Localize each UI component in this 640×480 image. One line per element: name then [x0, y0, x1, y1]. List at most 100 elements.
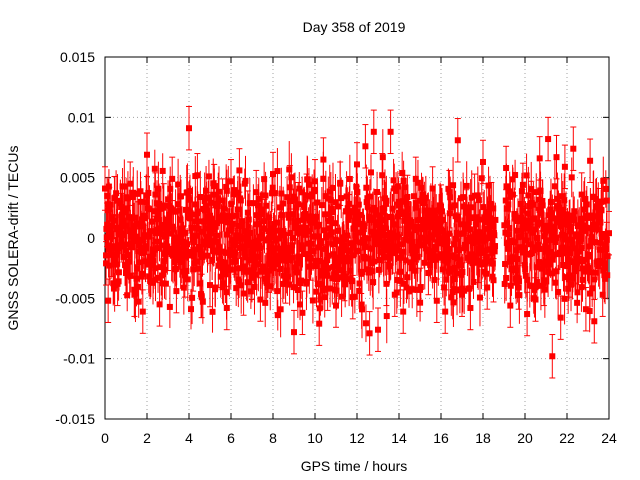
data-point — [144, 233, 151, 240]
data-point — [135, 298, 142, 305]
data-point — [255, 261, 262, 268]
data-point — [564, 246, 571, 253]
data-point — [175, 246, 182, 253]
data-point — [286, 281, 293, 288]
data-point — [450, 276, 457, 283]
data-point — [560, 262, 567, 269]
data-point — [595, 263, 602, 270]
data-point — [503, 274, 510, 281]
data-point — [160, 258, 167, 265]
data-point — [271, 190, 278, 197]
data-point — [553, 154, 560, 161]
data-point — [574, 289, 581, 296]
data-point — [381, 205, 388, 212]
data-point — [286, 166, 293, 173]
data-point — [379, 172, 386, 179]
data-point — [209, 256, 216, 263]
data-point — [578, 191, 585, 198]
data-point — [509, 191, 516, 198]
data-point — [292, 196, 299, 203]
data-point — [520, 207, 527, 214]
data-point — [276, 204, 283, 211]
data-point — [232, 249, 239, 256]
data-point — [411, 255, 418, 262]
data-point — [263, 202, 270, 209]
data-point — [399, 198, 406, 205]
data-point — [302, 251, 309, 258]
data-point — [538, 265, 545, 272]
data-point — [414, 179, 421, 186]
data-point — [463, 208, 470, 215]
data-point — [278, 212, 285, 219]
x-tick-label: 10 — [307, 430, 323, 446]
x-tick-label: 22 — [559, 430, 575, 446]
data-point — [433, 215, 440, 222]
data-point — [545, 136, 552, 143]
data-point — [451, 202, 458, 209]
data-point — [122, 222, 129, 229]
data-point — [295, 253, 302, 260]
data-point — [158, 242, 165, 249]
data-point — [422, 194, 429, 201]
data-point — [461, 287, 468, 294]
data-point — [154, 245, 161, 252]
data-point — [199, 253, 206, 260]
data-point — [303, 192, 310, 199]
data-point — [359, 306, 366, 313]
data-point — [314, 199, 321, 206]
data-point — [363, 199, 370, 206]
data-point — [357, 229, 364, 236]
data-point — [333, 287, 340, 294]
data-point — [280, 272, 287, 279]
data-point — [596, 214, 603, 221]
data-point — [233, 285, 240, 292]
x-tick-label: 6 — [227, 430, 235, 446]
data-point — [418, 184, 425, 191]
data-point — [409, 223, 416, 230]
data-point — [408, 218, 415, 225]
data-point — [404, 274, 411, 281]
data-point — [221, 205, 228, 212]
data-point — [543, 248, 550, 255]
data-point — [383, 197, 390, 204]
data-point — [346, 175, 353, 182]
data-point — [212, 284, 219, 291]
data-point — [535, 259, 542, 266]
data-point — [457, 257, 464, 264]
data-point — [443, 276, 450, 283]
data-point — [199, 298, 206, 305]
data-point — [590, 276, 597, 283]
data-point — [394, 276, 401, 283]
data-point — [322, 245, 329, 252]
data-point — [182, 247, 189, 254]
data-point — [442, 308, 449, 315]
data-point — [474, 192, 481, 199]
data-point — [142, 243, 149, 250]
data-point — [266, 244, 273, 251]
data-point — [159, 280, 166, 287]
data-point — [481, 236, 488, 243]
data-point — [201, 198, 208, 205]
data-point — [310, 248, 317, 255]
data-point — [266, 214, 273, 221]
data-point — [379, 154, 386, 161]
data-point — [439, 266, 446, 273]
data-point — [355, 201, 362, 208]
data-point — [470, 257, 477, 264]
data-point — [466, 214, 473, 221]
data-point — [412, 175, 419, 182]
data-point — [274, 288, 281, 295]
data-point — [230, 191, 237, 198]
data-point — [507, 258, 514, 265]
data-point — [329, 275, 336, 282]
data-point — [587, 157, 594, 164]
data-point — [169, 207, 176, 214]
data-point — [570, 217, 577, 224]
data-point — [502, 229, 509, 236]
data-point — [583, 201, 590, 208]
data-point — [366, 330, 373, 337]
data-point — [518, 188, 525, 195]
data-point — [480, 204, 487, 211]
data-point — [247, 288, 254, 295]
data-point — [159, 167, 166, 174]
